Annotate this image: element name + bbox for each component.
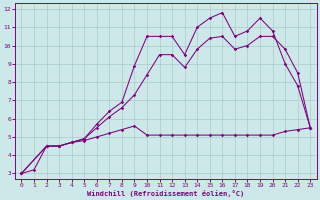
X-axis label: Windchill (Refroidissement éolien,°C): Windchill (Refroidissement éolien,°C) [87,190,244,197]
